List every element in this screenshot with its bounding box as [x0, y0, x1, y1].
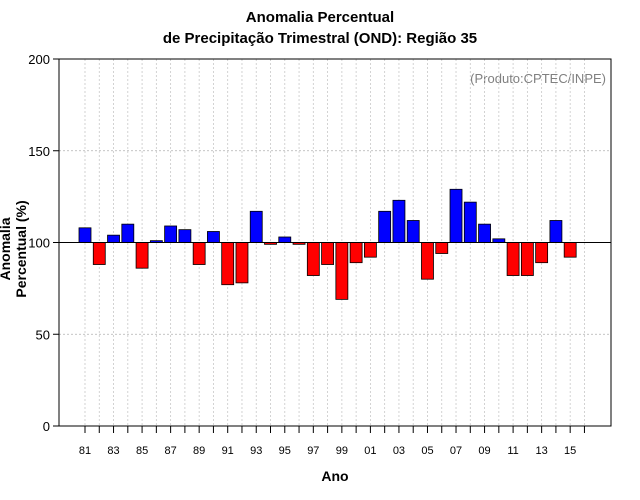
bar-2015 [563, 242, 577, 258]
bar-1981 [78, 227, 92, 243]
bar-1993 [249, 210, 263, 243]
y-tick-label: 0 [43, 419, 50, 434]
bar-2004 [406, 220, 420, 243]
y-tick-label: 150 [28, 144, 50, 159]
bar-2009 [478, 223, 491, 243]
bar-2010 [492, 238, 506, 243]
y-tick-label: 100 [28, 236, 50, 251]
bar-2006 [435, 242, 449, 254]
bar-1982 [92, 242, 106, 265]
bar-1984 [121, 223, 135, 243]
bar-2014 [549, 220, 563, 243]
bar-2008 [463, 201, 477, 243]
bar-1990 [207, 231, 220, 243]
bar-2005 [421, 242, 434, 280]
x-tick-label: 03 [393, 445, 405, 457]
bar-1983 [107, 234, 120, 243]
x-tick-label: 93 [250, 445, 262, 457]
bar-1998 [321, 242, 334, 265]
bar-1992 [235, 242, 249, 284]
bar-2011 [506, 242, 520, 276]
x-tick-label: 89 [193, 445, 205, 457]
source-note: (Produto:CPTEC/INPE) [470, 71, 606, 86]
bar-1987 [164, 225, 178, 243]
x-tick-label: 97 [307, 445, 319, 457]
x-tick-label: 87 [164, 445, 176, 457]
x-axis-label: Ano [321, 468, 349, 484]
x-tick-label: 83 [107, 445, 119, 457]
bar-2007 [449, 188, 463, 243]
x-tick-label: 85 [136, 445, 148, 457]
bar-2003 [392, 199, 406, 243]
chart-title: Anomalia Percentual [245, 9, 395, 26]
bar-2012 [520, 242, 534, 276]
bar-1995 [278, 236, 292, 243]
bar-2001 [363, 242, 377, 258]
bar-2000 [349, 242, 363, 264]
x-tick-label: 13 [536, 445, 548, 457]
x-tick-label: 01 [364, 445, 376, 457]
chart-subtitle: de Precipitação Trimestral (OND): Região… [162, 30, 478, 47]
x-tick-label: 05 [421, 445, 433, 457]
x-tick-label: 15 [564, 445, 576, 457]
x-tick-label: 09 [478, 445, 490, 457]
x-tick-label: 11 [507, 445, 518, 457]
bar-1999 [335, 242, 349, 300]
bar-1985 [135, 242, 149, 269]
bar-1988 [178, 229, 192, 243]
y-tick-label: 50 [36, 327, 50, 342]
x-tick-label: 91 [222, 445, 234, 457]
bar-2002 [378, 210, 392, 243]
x-tick-label: 07 [450, 445, 462, 457]
bar-2013 [535, 242, 549, 264]
x-tick-label: 99 [336, 445, 348, 457]
bar-1997 [306, 242, 320, 276]
bar-1989 [192, 242, 206, 265]
bar-1991 [221, 242, 235, 286]
x-tick-label: 95 [279, 445, 291, 457]
y-tick-label: 200 [28, 52, 50, 67]
x-tick-label: 81 [79, 445, 91, 457]
